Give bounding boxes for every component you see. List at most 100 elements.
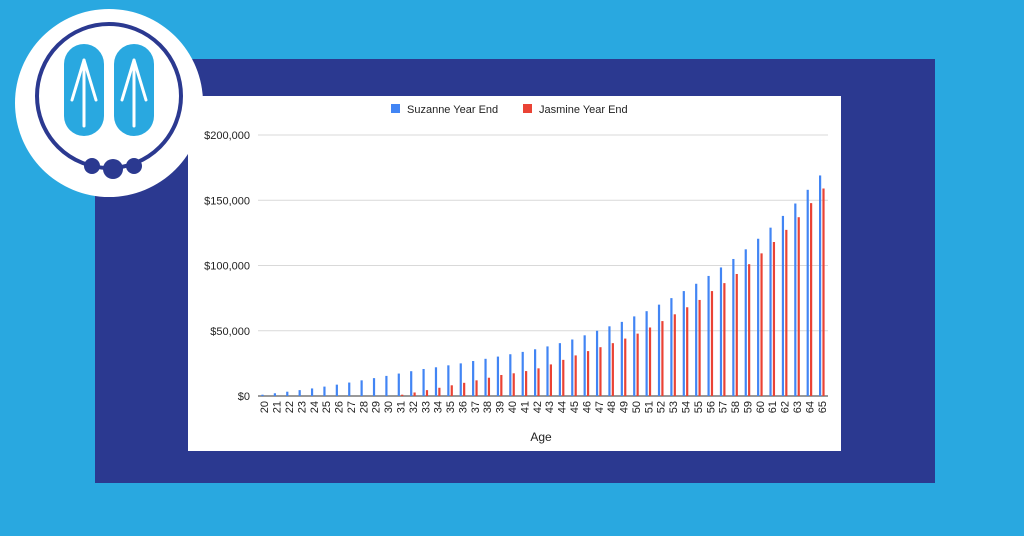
bar-jasmine — [586, 351, 590, 396]
bar-suzanne — [261, 394, 264, 396]
x-tick-label: 29 — [371, 401, 383, 413]
x-tick-label: 53 — [668, 401, 680, 413]
bar-suzanne — [781, 215, 785, 396]
bar-suzanne — [496, 356, 500, 396]
bar-suzanne — [348, 382, 351, 396]
bar-jasmine — [673, 314, 676, 396]
bar-jasmine — [413, 392, 416, 396]
bar-suzanne — [695, 283, 698, 396]
x-tick-label: 63 — [792, 401, 804, 413]
bar-jasmine — [661, 321, 664, 396]
logo — [15, 9, 203, 197]
bar-jasmine — [686, 307, 689, 396]
x-tick-label: 32 — [408, 401, 420, 413]
bar-suzanne — [372, 378, 376, 396]
x-tick-label: 41 — [519, 401, 531, 413]
x-tick-label: 34 — [433, 401, 445, 413]
bar-jasmine — [574, 355, 577, 396]
legend-label-jasmine: Jasmine Year End — [539, 104, 628, 116]
x-tick-label: 27 — [346, 401, 358, 413]
bar-jasmine — [698, 299, 701, 396]
gridlines — [258, 134, 828, 397]
x-tick-label: 48 — [606, 401, 618, 413]
bar-suzanne — [633, 316, 636, 396]
bar-jasmine — [636, 333, 639, 396]
legend-swatch-suzanne — [391, 104, 400, 113]
bar-suzanne — [571, 339, 574, 396]
legend-swatch-jasmine — [523, 104, 532, 113]
bar-jasmine — [525, 371, 528, 396]
x-tick-label: 60 — [755, 401, 767, 413]
x-tick-label: 50 — [631, 401, 643, 413]
bar-suzanne — [323, 386, 326, 396]
bar-suzanne — [472, 361, 475, 396]
x-tick-label: 62 — [780, 401, 792, 413]
x-tick-label: 40 — [507, 401, 519, 413]
bars — [261, 175, 825, 396]
y-tick-label: $150,000 — [204, 195, 250, 207]
x-tick-label: 61 — [767, 401, 779, 413]
y-tick-label: $100,000 — [204, 261, 250, 273]
x-tick-label: 55 — [693, 401, 705, 413]
bar-jasmine — [438, 387, 441, 396]
x-tick-label: 25 — [321, 401, 333, 413]
bar-suzanne — [459, 363, 462, 396]
bar-suzanne — [794, 203, 797, 396]
bar-suzanne — [509, 354, 512, 396]
bar-jasmine — [822, 188, 825, 396]
bar-suzanne — [645, 311, 648, 396]
bar-suzanne — [583, 335, 586, 396]
x-tick-label: 43 — [544, 401, 556, 413]
x-tick-label: 39 — [495, 401, 507, 413]
x-tick-label: 47 — [594, 401, 606, 413]
bar-jasmine — [785, 229, 788, 396]
bar-jasmine — [512, 373, 515, 396]
bar-jasmine — [648, 327, 652, 396]
x-tick-label: 31 — [396, 401, 408, 413]
bar-suzanne — [744, 249, 747, 396]
bar-jasmine — [624, 338, 627, 396]
bar-jasmine — [772, 242, 776, 396]
bar-suzanne — [434, 367, 438, 396]
x-tick-label: 64 — [804, 401, 816, 413]
bar-suzanne — [447, 365, 450, 396]
bar-jasmine — [500, 374, 503, 396]
bar-suzanne — [670, 298, 673, 396]
x-tick-label: 42 — [532, 401, 544, 413]
bar-jasmine — [797, 217, 800, 396]
x-tick-label: 45 — [569, 401, 581, 413]
bar-suzanne — [521, 351, 524, 396]
y-tick-label: $0 — [238, 391, 250, 403]
bar-jasmine — [611, 343, 614, 396]
bar-suzanne — [397, 373, 400, 396]
x-tick-label: 57 — [718, 401, 730, 413]
bar-jasmine — [810, 203, 813, 396]
bar-jasmine — [537, 368, 540, 396]
x-tick-label: 30 — [383, 401, 395, 413]
x-tick-label: 46 — [581, 401, 593, 413]
x-tick-label: 54 — [681, 401, 693, 413]
legend: Suzanne Year End Jasmine Year End — [391, 104, 628, 116]
bar-suzanne — [298, 390, 301, 396]
bar-suzanne — [608, 326, 611, 396]
bar-jasmine — [562, 359, 565, 396]
bar-suzanne — [707, 275, 710, 396]
x-axis-tick-labels: 20 21 22 23 24 25 26 27 28 29 30 31 32 33 34 35 36 37 38 39… — [259, 401, 829, 413]
bar-suzanne — [806, 189, 809, 396]
bar-suzanne — [534, 349, 537, 396]
x-tick-label: 36 — [457, 401, 469, 413]
bar-chart: Suzanne Year End Jasmine Year End $0 $50,… — [204, 104, 829, 444]
bar-suzanne — [273, 393, 276, 396]
bar-jasmine — [401, 394, 404, 396]
x-tick-label: 24 — [309, 401, 321, 413]
x-tick-label: 37 — [470, 401, 482, 413]
x-tick-label: 65 — [817, 401, 829, 413]
x-tick-label: 23 — [296, 401, 308, 413]
bar-jasmine — [425, 390, 429, 396]
bar-suzanne — [732, 258, 735, 396]
x-tick-label: 56 — [705, 401, 717, 413]
x-tick-label: 49 — [619, 401, 631, 413]
bar-suzanne — [595, 330, 599, 396]
bar-jasmine — [735, 273, 738, 396]
bar-jasmine — [760, 253, 763, 396]
